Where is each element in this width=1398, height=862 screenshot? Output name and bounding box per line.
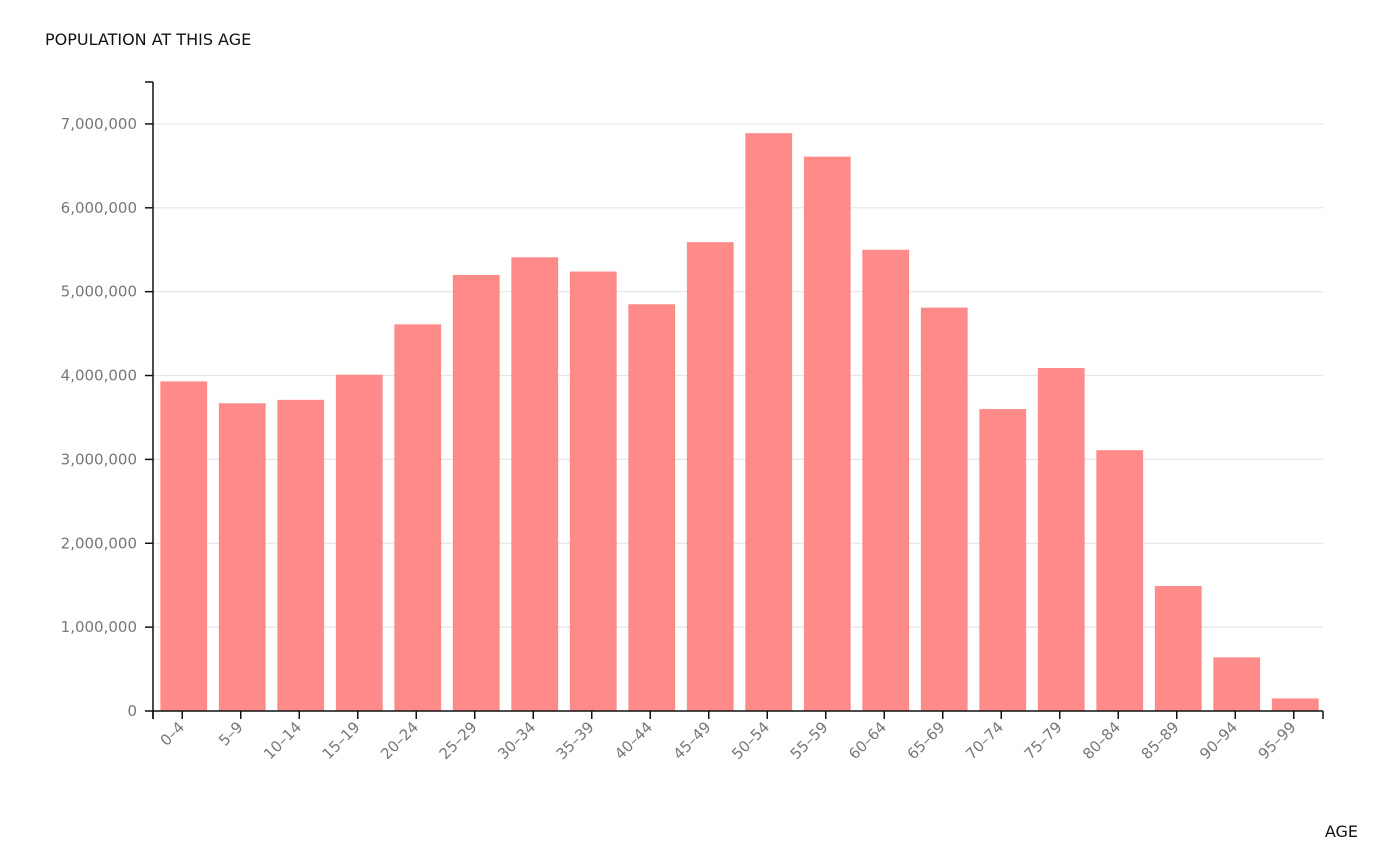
- grid-layer: [153, 123, 1323, 628]
- y-tick-label: 0: [127, 702, 137, 720]
- y-tick-label: 6,000,000: [61, 199, 137, 217]
- x-tick-label: 60–64: [845, 718, 890, 763]
- y-tick-label: 2,000,000: [61, 534, 137, 552]
- bar-45–49: [686, 242, 734, 711]
- x-tick-label: 90–94: [1196, 718, 1241, 763]
- bar-50–54: [745, 133, 793, 711]
- x-tick-label: 55–59: [787, 718, 832, 763]
- y-tick-label: 3,000,000: [61, 450, 137, 468]
- bar-70–74: [979, 409, 1027, 711]
- bar-80–84: [1096, 450, 1144, 711]
- x-tick-label: 50–54: [728, 718, 773, 763]
- bar-10–14: [277, 399, 325, 711]
- bar-0–4: [160, 381, 208, 711]
- x-tick-label: 70–74: [962, 718, 1007, 763]
- y-tick-label: 4,000,000: [61, 367, 137, 385]
- x-tick-label: 95–99: [1255, 718, 1300, 763]
- axes-layer: [145, 81, 1324, 719]
- bar-85–89: [1154, 586, 1202, 711]
- bar-95–99: [1271, 698, 1319, 711]
- x-axis-title: AGE: [1325, 822, 1358, 841]
- bar-90–94: [1213, 657, 1261, 711]
- x-tick-label: 30–34: [494, 718, 539, 763]
- bar-60–64: [862, 249, 910, 711]
- x-tick-label: 65–69: [904, 718, 949, 763]
- bars-layer: [160, 133, 1319, 711]
- x-tick-label: 15–19: [319, 718, 364, 763]
- bar-15–19: [335, 374, 383, 711]
- x-tick-label: 0–4: [157, 718, 189, 750]
- bar-35–39: [569, 271, 617, 711]
- x-tick-label: 75–79: [1021, 718, 1066, 763]
- bar-25–29: [452, 274, 500, 711]
- bar-75–79: [1037, 367, 1085, 711]
- x-tick-label: 45–49: [670, 718, 715, 763]
- x-tick-label: 85–89: [1138, 718, 1183, 763]
- bar-20–24: [394, 324, 442, 711]
- x-tick-label: 5–9: [215, 718, 247, 750]
- bar-55–59: [803, 156, 851, 711]
- x-tick-label: 25–29: [436, 718, 481, 763]
- bar-40–44: [628, 304, 676, 711]
- bar-5–9: [218, 403, 266, 711]
- y-tick-label: 7,000,000: [61, 115, 137, 133]
- y-axis-title: POPULATION AT THIS AGE: [45, 30, 251, 49]
- x-tick-label: 40–44: [611, 718, 656, 763]
- y-tick-label: 5,000,000: [61, 283, 137, 301]
- bar-30–34: [511, 257, 559, 711]
- x-tick-label: 35–39: [553, 718, 598, 763]
- x-tick-label: 10–14: [260, 718, 305, 763]
- y-tick-label: 1,000,000: [61, 618, 137, 636]
- bar-65–69: [920, 307, 968, 711]
- x-tick-label: 20–24: [377, 718, 422, 763]
- x-tick-label: 80–84: [1079, 718, 1124, 763]
